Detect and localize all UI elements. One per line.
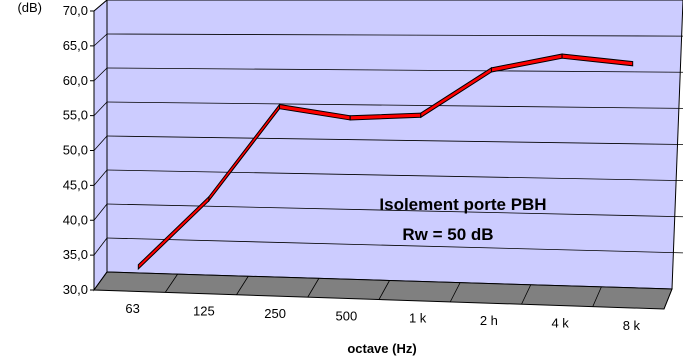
floor-divider bbox=[521, 284, 532, 305]
x-tick-label: 8 k bbox=[623, 318, 641, 333]
x-tick-label: 125 bbox=[193, 304, 215, 319]
floor-divider bbox=[663, 288, 673, 310]
gridline-side bbox=[93, 0, 108, 12]
y-tick-label: 50,0 bbox=[63, 143, 88, 158]
x-tick-label: 63 bbox=[125, 301, 139, 316]
gridline-side bbox=[93, 135, 108, 151]
gridline-side bbox=[93, 237, 108, 256]
gridline-back bbox=[106, 169, 683, 182]
gridline-side bbox=[93, 203, 108, 221]
gridline-side bbox=[93, 169, 108, 186]
gridline-side bbox=[93, 67, 108, 82]
floor-divider bbox=[164, 273, 178, 293]
annotation-line-1: Isolement porte PBH bbox=[379, 195, 546, 214]
gridline-back bbox=[106, 101, 683, 109]
gridline-side bbox=[93, 101, 108, 116]
floor-divider bbox=[236, 276, 249, 295]
y-tick-label: 55,0 bbox=[63, 108, 88, 123]
y-tick-label: 60,0 bbox=[63, 73, 88, 88]
floor-divider bbox=[378, 280, 390, 300]
x-axis-title: octave (Hz) bbox=[347, 341, 416, 356]
floor-divider bbox=[307, 278, 320, 298]
y-tick-label: 30,0 bbox=[63, 282, 88, 297]
gridline-back bbox=[106, 135, 683, 145]
gridline-back bbox=[106, 33, 683, 37]
annotation-line-2: Rw = 50 dB bbox=[402, 225, 493, 244]
gridline-back bbox=[106, 67, 683, 73]
x-tick-label: 1 k bbox=[409, 311, 427, 326]
x-tick-label: 500 bbox=[336, 308, 358, 323]
gridline-back bbox=[106, 237, 683, 254]
gridline-side bbox=[93, 33, 108, 47]
x-tick-label: 4 k bbox=[551, 315, 569, 330]
series-segment bbox=[561, 53, 634, 67]
y-tick-label: 65,0 bbox=[63, 38, 88, 53]
x-tick-label: 250 bbox=[264, 306, 286, 321]
x-tick-label: 2 h bbox=[480, 313, 498, 328]
floor-divider bbox=[93, 271, 108, 291]
y-tick-label: 40,0 bbox=[63, 212, 88, 227]
floor-divider bbox=[449, 282, 461, 303]
y-tick-label: 70,0 bbox=[63, 3, 88, 18]
floor-divider bbox=[592, 286, 602, 307]
y-axis-label: (dB) bbox=[17, 0, 42, 15]
y-tick-label: 45,0 bbox=[63, 177, 88, 192]
y-tick-label: 35,0 bbox=[63, 247, 88, 262]
